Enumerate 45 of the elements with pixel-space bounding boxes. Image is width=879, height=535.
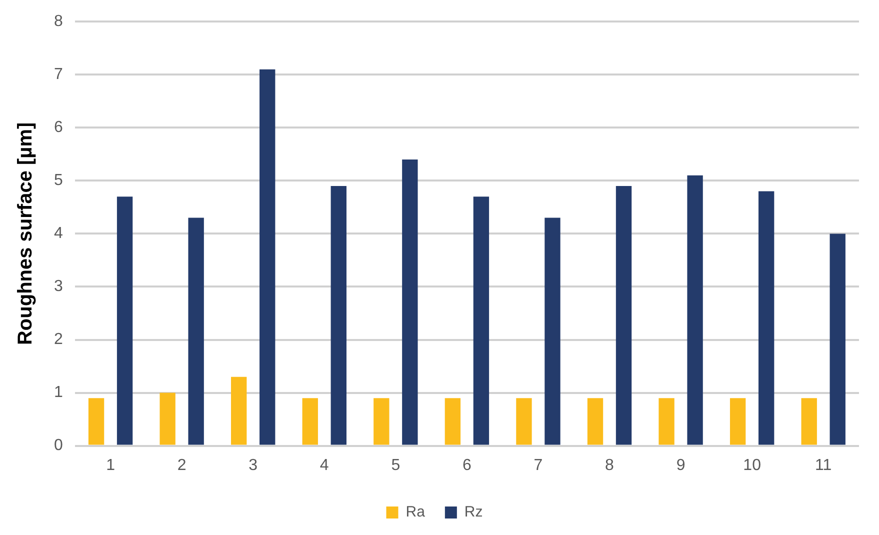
legend-label: Ra xyxy=(406,504,426,521)
bar xyxy=(830,234,846,445)
y-tick-label: 6 xyxy=(54,119,63,136)
y-tick-label: 8 xyxy=(54,13,63,30)
bar xyxy=(260,69,276,445)
bar xyxy=(730,398,746,445)
x-tick-label: 11 xyxy=(815,456,832,474)
bar xyxy=(88,398,104,445)
bar xyxy=(188,218,204,445)
bar xyxy=(302,398,318,445)
legend-label: Rz xyxy=(464,504,483,521)
bar xyxy=(160,392,176,445)
bar xyxy=(231,376,247,445)
bar xyxy=(687,175,703,445)
bar xyxy=(116,196,133,445)
x-tick-label: 5 xyxy=(391,456,400,474)
bar xyxy=(402,159,418,445)
y-axis-title: Roughnes surface [µm] xyxy=(14,122,37,346)
bar xyxy=(516,398,532,445)
y-tick-label: 3 xyxy=(54,278,63,296)
bar xyxy=(616,186,632,445)
bar xyxy=(758,191,774,445)
x-tick-label: 10 xyxy=(743,456,762,474)
bar xyxy=(658,398,674,445)
x-tick-label: 8 xyxy=(605,456,614,474)
x-tick-label: 2 xyxy=(177,456,186,474)
bar xyxy=(444,398,461,445)
y-tick-label: 0 xyxy=(54,437,63,454)
x-tick-label: 1 xyxy=(106,456,116,474)
bar xyxy=(587,398,604,445)
x-tick-label: 3 xyxy=(248,456,258,474)
bar xyxy=(330,186,346,445)
bar xyxy=(374,398,390,445)
y-tick-label: 2 xyxy=(54,331,63,348)
bar xyxy=(473,196,490,445)
y-tick-label: 1 xyxy=(54,384,63,402)
x-tick-label: 7 xyxy=(534,456,543,474)
y-tick-label: 4 xyxy=(54,225,63,242)
x-tick-label: 9 xyxy=(676,456,686,474)
y-tick-label: 7 xyxy=(54,66,63,84)
y-tick-label: 5 xyxy=(54,172,63,190)
x-tick-label: 6 xyxy=(462,456,472,474)
bar xyxy=(544,218,560,445)
bar xyxy=(801,398,817,445)
x-tick-label: 4 xyxy=(320,456,329,474)
